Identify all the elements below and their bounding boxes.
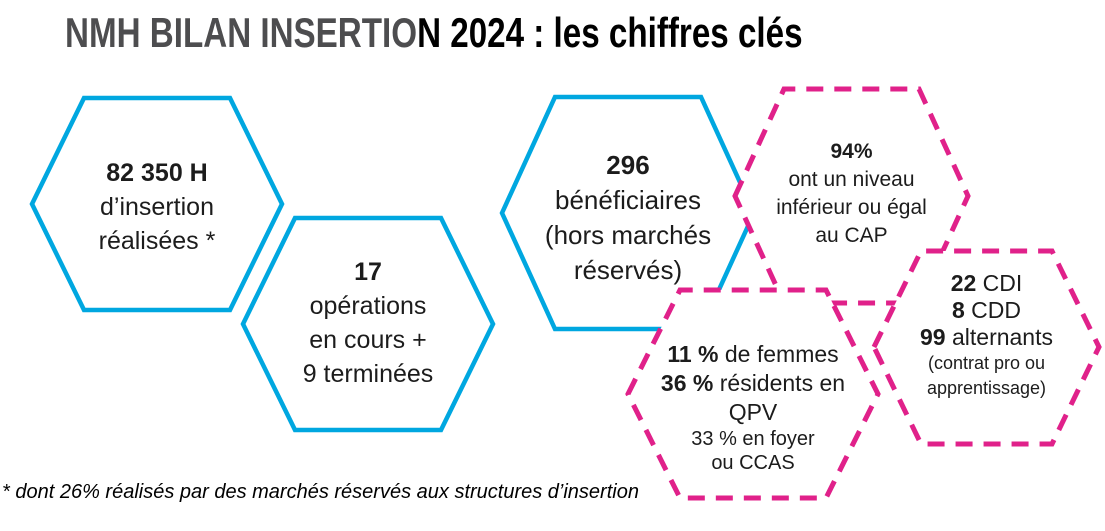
education-level-label: 94% ont un niveau inférieur ou égal au C…	[735, 138, 968, 250]
hexagon-insertion-hours	[29, 95, 285, 313]
operations-line3: en cours +	[309, 326, 427, 354]
hexagon-operations	[240, 215, 496, 433]
outcomes-alternants-value: 99	[920, 324, 946, 350]
demographics-qpv-value: 36 %	[660, 370, 714, 396]
outcomes-alternants-text: alternants	[945, 324, 1053, 350]
education-level-value: 94%	[830, 140, 873, 163]
insertion-hours-label: 82 350 H d’insertion réalisées *	[32, 156, 282, 258]
beneficiaries-line3: (hors marchés	[544, 220, 712, 250]
outcomes-cdi-value: 22	[950, 270, 977, 296]
footnote: * dont 26% réalisés par des marchés rése…	[2, 481, 639, 503]
operations-value: 17	[354, 258, 382, 286]
insertion-hours-line3: réalisées *	[98, 227, 216, 255]
page-title: NMH BILAN INSERTION 2024 : les chiffres …	[65, 8, 803, 58]
outcomes-line5: apprentissage)	[926, 378, 1047, 398]
outcomes-line1: 22 CDI	[874, 270, 1099, 297]
demographics-label: 11 % de femmes 36 % résidents en QPV 33 …	[628, 340, 878, 475]
page-title-part2: N 2024 : les chiffres clés	[417, 9, 803, 56]
outcomes-cdd-value: 8	[951, 297, 965, 323]
outcomes-cdi-text: CDI	[976, 270, 1023, 296]
demographics-women-value: 11 %	[667, 341, 719, 367]
beneficiaries-line4: réservés)	[573, 255, 683, 285]
outcomes-line3: 99 alternants	[874, 324, 1099, 351]
outcomes-line2: 8 CDD	[874, 297, 1099, 324]
operations-line4: 9 terminées	[302, 360, 434, 388]
employment-outcomes-label: 22 CDI 8 CDD 99 alternants (contrat pro …	[874, 270, 1099, 401]
education-level-line4: au CAP	[815, 224, 888, 247]
outcomes-line4: (contrat pro ou	[927, 353, 1046, 373]
demographics-line2: 36 % résidents en	[628, 369, 878, 398]
demographics-qpv-text: résidents en	[713, 370, 846, 396]
demographics-line4: 33 % en foyer	[691, 428, 815, 450]
insertion-hours-value: 82 350 H	[106, 159, 208, 187]
hexagon-demographics	[625, 287, 881, 501]
education-level-line2: ont un niveau	[788, 168, 915, 191]
beneficiaries-line2: bénéficiaires	[555, 185, 701, 215]
demographics-line1: 11 % de femmes	[628, 340, 878, 369]
education-level-line3: inférieur ou égal	[776, 196, 927, 219]
hexagon-employment-outcomes	[871, 248, 1102, 447]
outcomes-cdd-text: CDD	[964, 297, 1022, 323]
operations-line2: opérations	[309, 292, 427, 320]
demographics-women-text: de femmes	[718, 341, 839, 367]
beneficiaries-label: 296 bénéficiaires (hors marchés réservés…	[502, 148, 754, 288]
operations-label: 17 opérations en cours + 9 terminées	[243, 255, 493, 391]
demographics-line5: ou CCAS	[711, 452, 795, 474]
insertion-hours-line2: d’insertion	[100, 193, 214, 221]
beneficiaries-value: 296	[606, 150, 650, 180]
page-title-part1: NMH BILAN INSERTIO	[65, 9, 418, 56]
demographics-line3: QPV	[728, 399, 778, 425]
